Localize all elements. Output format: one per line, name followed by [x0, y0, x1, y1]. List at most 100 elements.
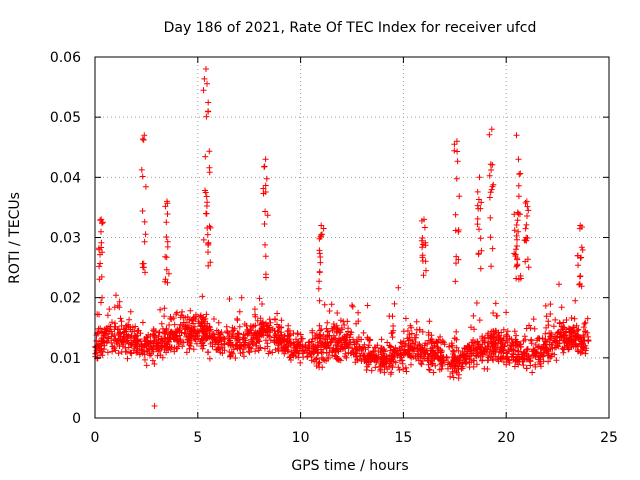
data-point [205, 242, 212, 248]
data-point [582, 347, 589, 354]
data-point [570, 329, 577, 336]
data-point [527, 337, 534, 344]
data-point [177, 321, 184, 328]
data-point [419, 344, 426, 351]
data-point [173, 311, 179, 318]
data-point [381, 369, 388, 376]
data-point [98, 273, 105, 280]
data-point [168, 344, 174, 351]
data-point [477, 235, 484, 242]
data-point [218, 338, 225, 345]
data-point [223, 323, 230, 330]
data-point [542, 330, 549, 337]
data-point [542, 302, 549, 309]
data-point [236, 323, 243, 330]
data-point [98, 228, 104, 235]
data-point [340, 318, 347, 325]
data-point [421, 350, 428, 356]
data-point [449, 370, 456, 377]
data-point [522, 356, 528, 363]
data-point [135, 327, 142, 334]
data-point [453, 175, 460, 182]
data-point [245, 330, 252, 337]
data-point [401, 352, 408, 358]
data-point [531, 325, 538, 332]
data-point [159, 337, 166, 344]
data-point [350, 349, 357, 356]
data-point [141, 336, 148, 342]
data-point [474, 338, 481, 345]
data-point [408, 330, 415, 337]
data-point [523, 198, 530, 205]
data-point [387, 357, 394, 364]
data-point [455, 227, 462, 233]
data-point [577, 255, 584, 261]
data-point [148, 350, 155, 357]
data-point [204, 225, 211, 231]
data-point [466, 343, 473, 350]
data-point [233, 341, 240, 348]
data-point [453, 138, 460, 145]
data-point [542, 338, 549, 345]
data-point [384, 339, 391, 346]
data-point [582, 319, 589, 326]
data-point [418, 361, 425, 368]
data-point [129, 341, 136, 348]
data-point [357, 352, 364, 359]
data-point [200, 327, 207, 334]
data-point [515, 361, 522, 368]
data-point [97, 251, 103, 258]
data-point [470, 350, 477, 357]
data-point [275, 336, 282, 343]
data-point [304, 349, 310, 356]
data-point [455, 371, 462, 378]
data-point [316, 359, 323, 366]
data-point [278, 317, 285, 324]
data-point [456, 193, 463, 200]
data-point [564, 339, 571, 346]
data-point [139, 208, 146, 214]
data-point [258, 331, 264, 338]
data-point [330, 321, 337, 327]
data-point [128, 350, 135, 357]
data-point [316, 250, 323, 257]
y-tick-label: 0.03 [50, 231, 81, 247]
data-point [265, 350, 272, 357]
data-point [258, 325, 265, 332]
data-point [553, 357, 560, 364]
data-point [318, 222, 325, 229]
data-point [252, 348, 259, 355]
data-point [405, 347, 412, 354]
data-point [372, 364, 379, 371]
data-point [173, 330, 180, 336]
data-point [109, 348, 116, 355]
data-point [221, 340, 228, 347]
data-point [141, 132, 148, 139]
data-point [227, 353, 233, 360]
data-point [379, 356, 386, 363]
data-point [481, 339, 488, 346]
data-point [206, 327, 213, 334]
data-point [367, 353, 374, 359]
data-point [363, 367, 370, 373]
data-point [95, 325, 102, 332]
data-point [358, 348, 365, 354]
data-point [490, 335, 497, 342]
data-point [513, 263, 520, 270]
data-point [141, 238, 148, 245]
data-point [417, 360, 424, 367]
data-point [125, 344, 132, 351]
data-point [204, 333, 210, 340]
data-point [120, 329, 127, 336]
data-point [513, 246, 519, 253]
data-point [269, 325, 276, 332]
data-point [190, 314, 197, 321]
data-point [392, 359, 399, 366]
data-point [474, 188, 481, 195]
data-point [514, 262, 521, 269]
data-point [202, 323, 209, 330]
data-point [579, 247, 586, 253]
data-point [578, 244, 585, 251]
data-point [332, 341, 339, 348]
